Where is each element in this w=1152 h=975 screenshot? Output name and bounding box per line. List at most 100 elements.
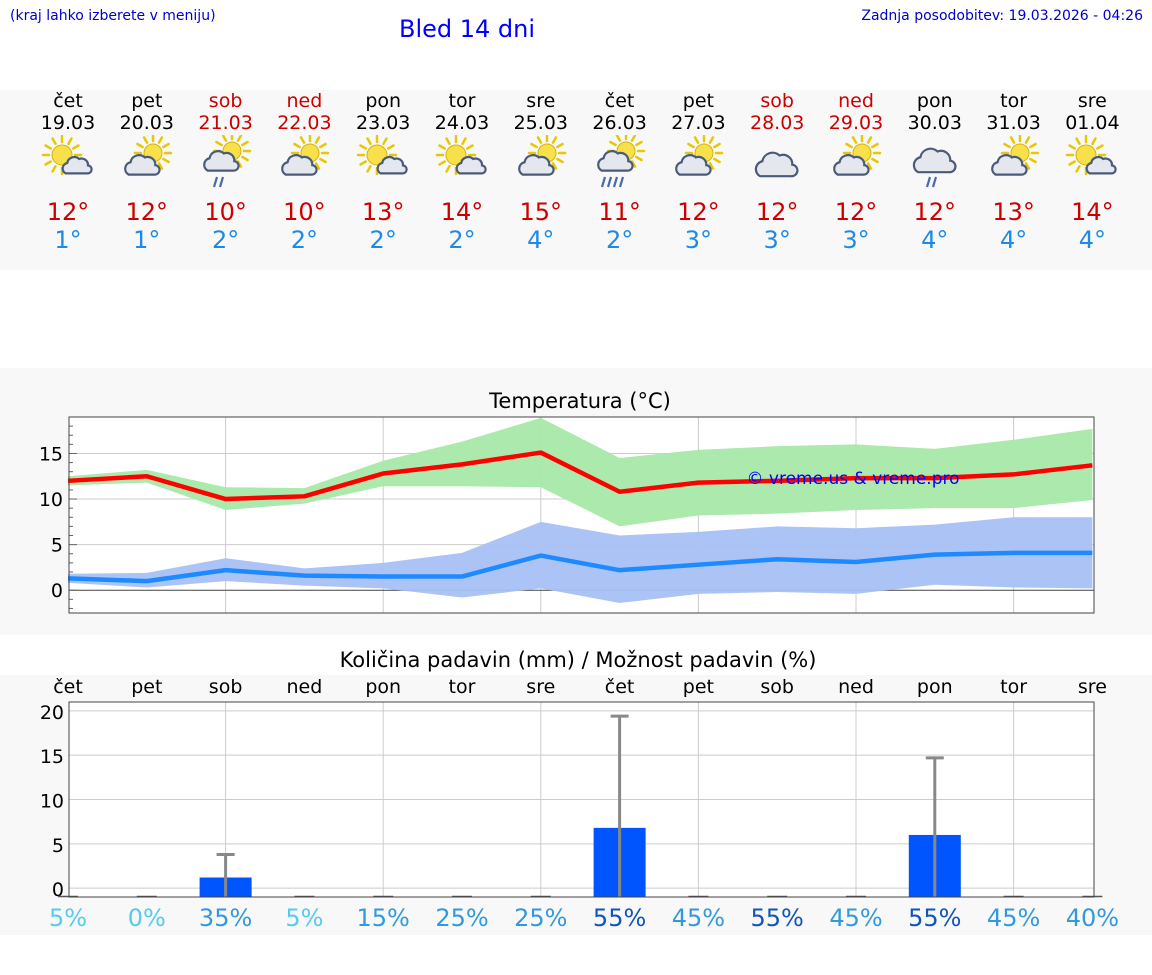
max-temperature: 15° (519, 198, 563, 226)
plot-border (68, 701, 1095, 898)
day-axis-label: tor (1000, 676, 1027, 698)
forecast-strip: čet 19.03 12° 1° pet 20.03 12° 1° sob 21.03 10° 2° n… (0, 0, 1152, 300)
day-name: pet (682, 90, 714, 112)
precipitation-probability: 25% (514, 904, 567, 932)
day-date: 28.03 (749, 112, 805, 134)
chart-title: Količina padavin (mm) / Možnost padavin … (340, 648, 817, 672)
temperature-chart: Temperatura (°C) 0 5 10 15 © vreme.us & vreme… (39, 389, 1095, 614)
chart-title: Temperatura (°C) (488, 389, 671, 413)
day-name: sob (760, 90, 794, 112)
day-date: 25.03 (513, 112, 568, 134)
y-tick-label: 10 (40, 791, 64, 813)
day-date: 23.03 (355, 112, 411, 134)
cloud-sun-icon (833, 135, 882, 176)
day-name: sre (526, 90, 556, 112)
precipitation-chart: Količina padavin (mm) / Možnost padavin … (40, 648, 1119, 932)
min-temperature: 2° (369, 226, 397, 254)
precipitation-probability: 45% (829, 904, 882, 932)
last-updated: Zadnja posodobitev: 19.03.2026 - 04:26 (861, 8, 1143, 24)
max-temperature: 12° (125, 198, 169, 226)
day-axis-label: tor (449, 676, 476, 698)
max-temperature: 12° (755, 198, 799, 226)
precipitation-probability: 35% (199, 904, 252, 932)
day-name: tor (1000, 90, 1028, 112)
y-tick-label: 10 (39, 489, 63, 511)
max-temperature: 10° (204, 198, 247, 226)
min-temperature: 2° (211, 226, 240, 254)
min-temperature: 2° (290, 226, 319, 254)
forecast-band (0, 90, 1152, 270)
min-temperature: 1° (133, 226, 161, 254)
day-name: pet (131, 90, 163, 112)
day-name: čet (604, 90, 635, 112)
plot-border (68, 416, 1095, 614)
y-tick-label: 5 (51, 535, 63, 557)
day-date: 20.03 (119, 112, 174, 134)
day-date: 19.03 (40, 112, 96, 134)
cloud-sun-icon (281, 135, 330, 176)
sun-cloud-icon (356, 135, 408, 176)
day-date: 21.03 (198, 112, 253, 134)
precipitation-probability: 55% (751, 904, 804, 932)
min-temperature: 4° (1078, 226, 1107, 254)
min-temperature: 4° (527, 226, 555, 254)
max-temperature-line (67, 450, 1093, 502)
day-axis-label: pon (365, 676, 401, 698)
day-axis-label: čet (605, 676, 635, 698)
min-temperature: 4° (999, 226, 1028, 254)
y-tick-label: 0 (52, 879, 64, 901)
y-tick-label: 5 (52, 835, 64, 857)
precipitation-probability: 25% (435, 904, 488, 932)
day-name: pon (916, 90, 953, 112)
min-temperature: 3° (684, 226, 713, 254)
day-axis-label: pet (683, 676, 714, 698)
day-date: 27.03 (671, 112, 726, 134)
day-axis-label: pon (917, 676, 953, 698)
page-title: Bled 14 dni (399, 15, 536, 43)
min-temperature: 2° (448, 226, 476, 254)
precipitation-probability: 15% (357, 904, 410, 932)
day-axis-label: čet (53, 676, 83, 698)
min-temperature-band (68, 517, 1093, 603)
cloudy-drizzle-icon (912, 147, 957, 188)
sun-cloud-icon (435, 135, 487, 176)
min-temperature: 3° (763, 226, 791, 254)
y-tick-label: 15 (39, 443, 63, 465)
min-temperature: 2° (605, 226, 634, 254)
min-temperature-line (67, 550, 1093, 584)
day-date: 30.03 (907, 112, 962, 134)
day-name: sob (208, 90, 243, 112)
max-temperature: 12° (913, 198, 957, 226)
day-name: ned (838, 90, 874, 112)
day-date: 24.03 (434, 112, 490, 134)
precipitation-probability: 40% (1066, 904, 1119, 932)
precipitation-probability: 55% (593, 904, 646, 932)
max-temperature: 12° (677, 198, 720, 226)
max-temperature: 14° (1071, 198, 1114, 226)
max-temperature: 13° (992, 198, 1035, 226)
watermark: © vreme.us & vreme.pro (746, 469, 959, 489)
y-tick-label: 20 (40, 702, 64, 724)
cloud-sun-icon (123, 135, 173, 176)
min-temperature: 1° (54, 226, 82, 254)
sun-cloud-icon (1066, 135, 1118, 176)
day-axis-label: sre (526, 676, 555, 698)
precipitation-probability: 0% (128, 904, 166, 932)
min-temperature: 4° (921, 226, 949, 254)
day-name: čet (53, 90, 83, 112)
max-temperature: 12° (834, 198, 878, 226)
precipitation-probability: 5% (49, 904, 87, 932)
cloud-sun-rain-icon (596, 135, 645, 188)
day-date: 31.03 (986, 112, 1041, 134)
precipitation-probability: 45% (987, 904, 1040, 932)
max-temperature: 13° (361, 198, 405, 226)
day-name: sre (1077, 90, 1107, 112)
cloud-sun-icon (675, 135, 724, 176)
max-temperature: 10° (283, 198, 326, 226)
day-name: pon (365, 90, 402, 112)
y-tick-label: 15 (40, 746, 64, 768)
cloud-sun-drizzle-icon (202, 135, 251, 188)
day-axis-label: pet (131, 676, 162, 698)
max-temperature: 14° (440, 198, 484, 226)
day-axis-label: ned (838, 676, 874, 698)
